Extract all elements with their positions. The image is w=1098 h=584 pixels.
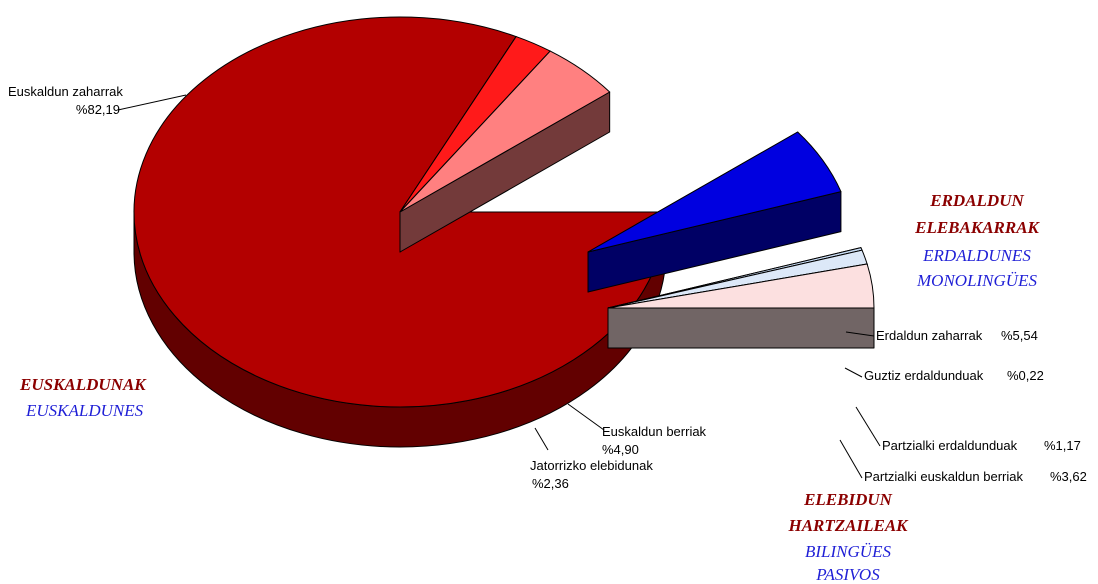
leader-lines xyxy=(117,94,881,479)
label-partzialki-euskaldun-berriak-name: Partzialki euskaldun berriak xyxy=(864,469,1023,484)
group-erdaldun-title-line2: ELEBAKARRAK xyxy=(914,218,1040,237)
label-partzialki-erdaldunduak-value: %1,17 xyxy=(1044,438,1081,453)
leader-jatorrizko-elebidunak xyxy=(534,427,549,451)
label-euskaldun-berriak-name: Euskaldun berriak xyxy=(602,424,707,439)
group-elebidun-title-line1: ELEBIDUN xyxy=(803,490,893,509)
leader-euskaldun-zaharrak xyxy=(117,94,187,111)
label-euskaldun-zaharrak-value: %82,19 xyxy=(76,102,120,117)
label-euskaldun-zaharrak-name: Euskaldun zaharrak xyxy=(8,84,123,99)
label-guztiz-erdaldunduak-name: Guztiz erdaldunduak xyxy=(864,368,984,383)
label-partzialki-erdaldunduak-name: Partzialki erdaldunduak xyxy=(882,438,1018,453)
leader-partzialki-euskaldun-berriak xyxy=(839,439,863,479)
label-guztiz-erdaldunduak-value: %0,22 xyxy=(1007,368,1044,383)
label-jatorrizko-elebidunak-name: Jatorrizko elebidunak xyxy=(530,458,653,473)
group-elebidun-subtitle-line2: PASIVOS xyxy=(815,565,880,584)
leader-partzialki-erdaldunduak xyxy=(855,406,881,447)
group-erdaldun-subtitle-line1: ERDALDUNES xyxy=(922,246,1031,265)
label-euskaldun-berriak-value: %4,90 xyxy=(602,442,639,457)
group-erdaldun-subtitle-line2: MONOLINGÜES xyxy=(916,271,1037,290)
slice-partzialki-euskaldun-berriak-wall-1 xyxy=(607,307,875,349)
group-euskaldunak-title: EUSKALDUNAK xyxy=(19,375,147,394)
label-erdaldun-zaharrak-name: Erdaldun zaharrak xyxy=(876,328,983,343)
label-partzialki-euskaldun-berriak-value: %3,62 xyxy=(1050,469,1087,484)
slice-partzialki-euskaldun-berriak-top xyxy=(607,263,875,309)
group-elebidun-subtitle-line1: BILINGÜES xyxy=(805,542,891,561)
group-erdaldun-title-line1: ERDALDUN xyxy=(929,191,1024,210)
pie-slices xyxy=(133,16,875,448)
leader-euskaldun-berriak xyxy=(567,403,605,431)
leader-guztiz-erdaldunduak xyxy=(844,367,863,378)
slice-erdaldun-zaharrak-top xyxy=(587,131,842,253)
leader-erdaldun-zaharrak xyxy=(845,331,875,337)
slice-euskaldun-berriak-top xyxy=(399,50,611,213)
label-jatorrizko-elebidunak-value: %2,36 xyxy=(532,476,569,491)
label-erdaldun-zaharrak-value: %5,54 xyxy=(1001,328,1038,343)
group-euskaldunak-subtitle: EUSKALDUNES xyxy=(25,401,144,420)
group-elebidun-title-line2: HARTZAILEAK xyxy=(787,516,909,535)
